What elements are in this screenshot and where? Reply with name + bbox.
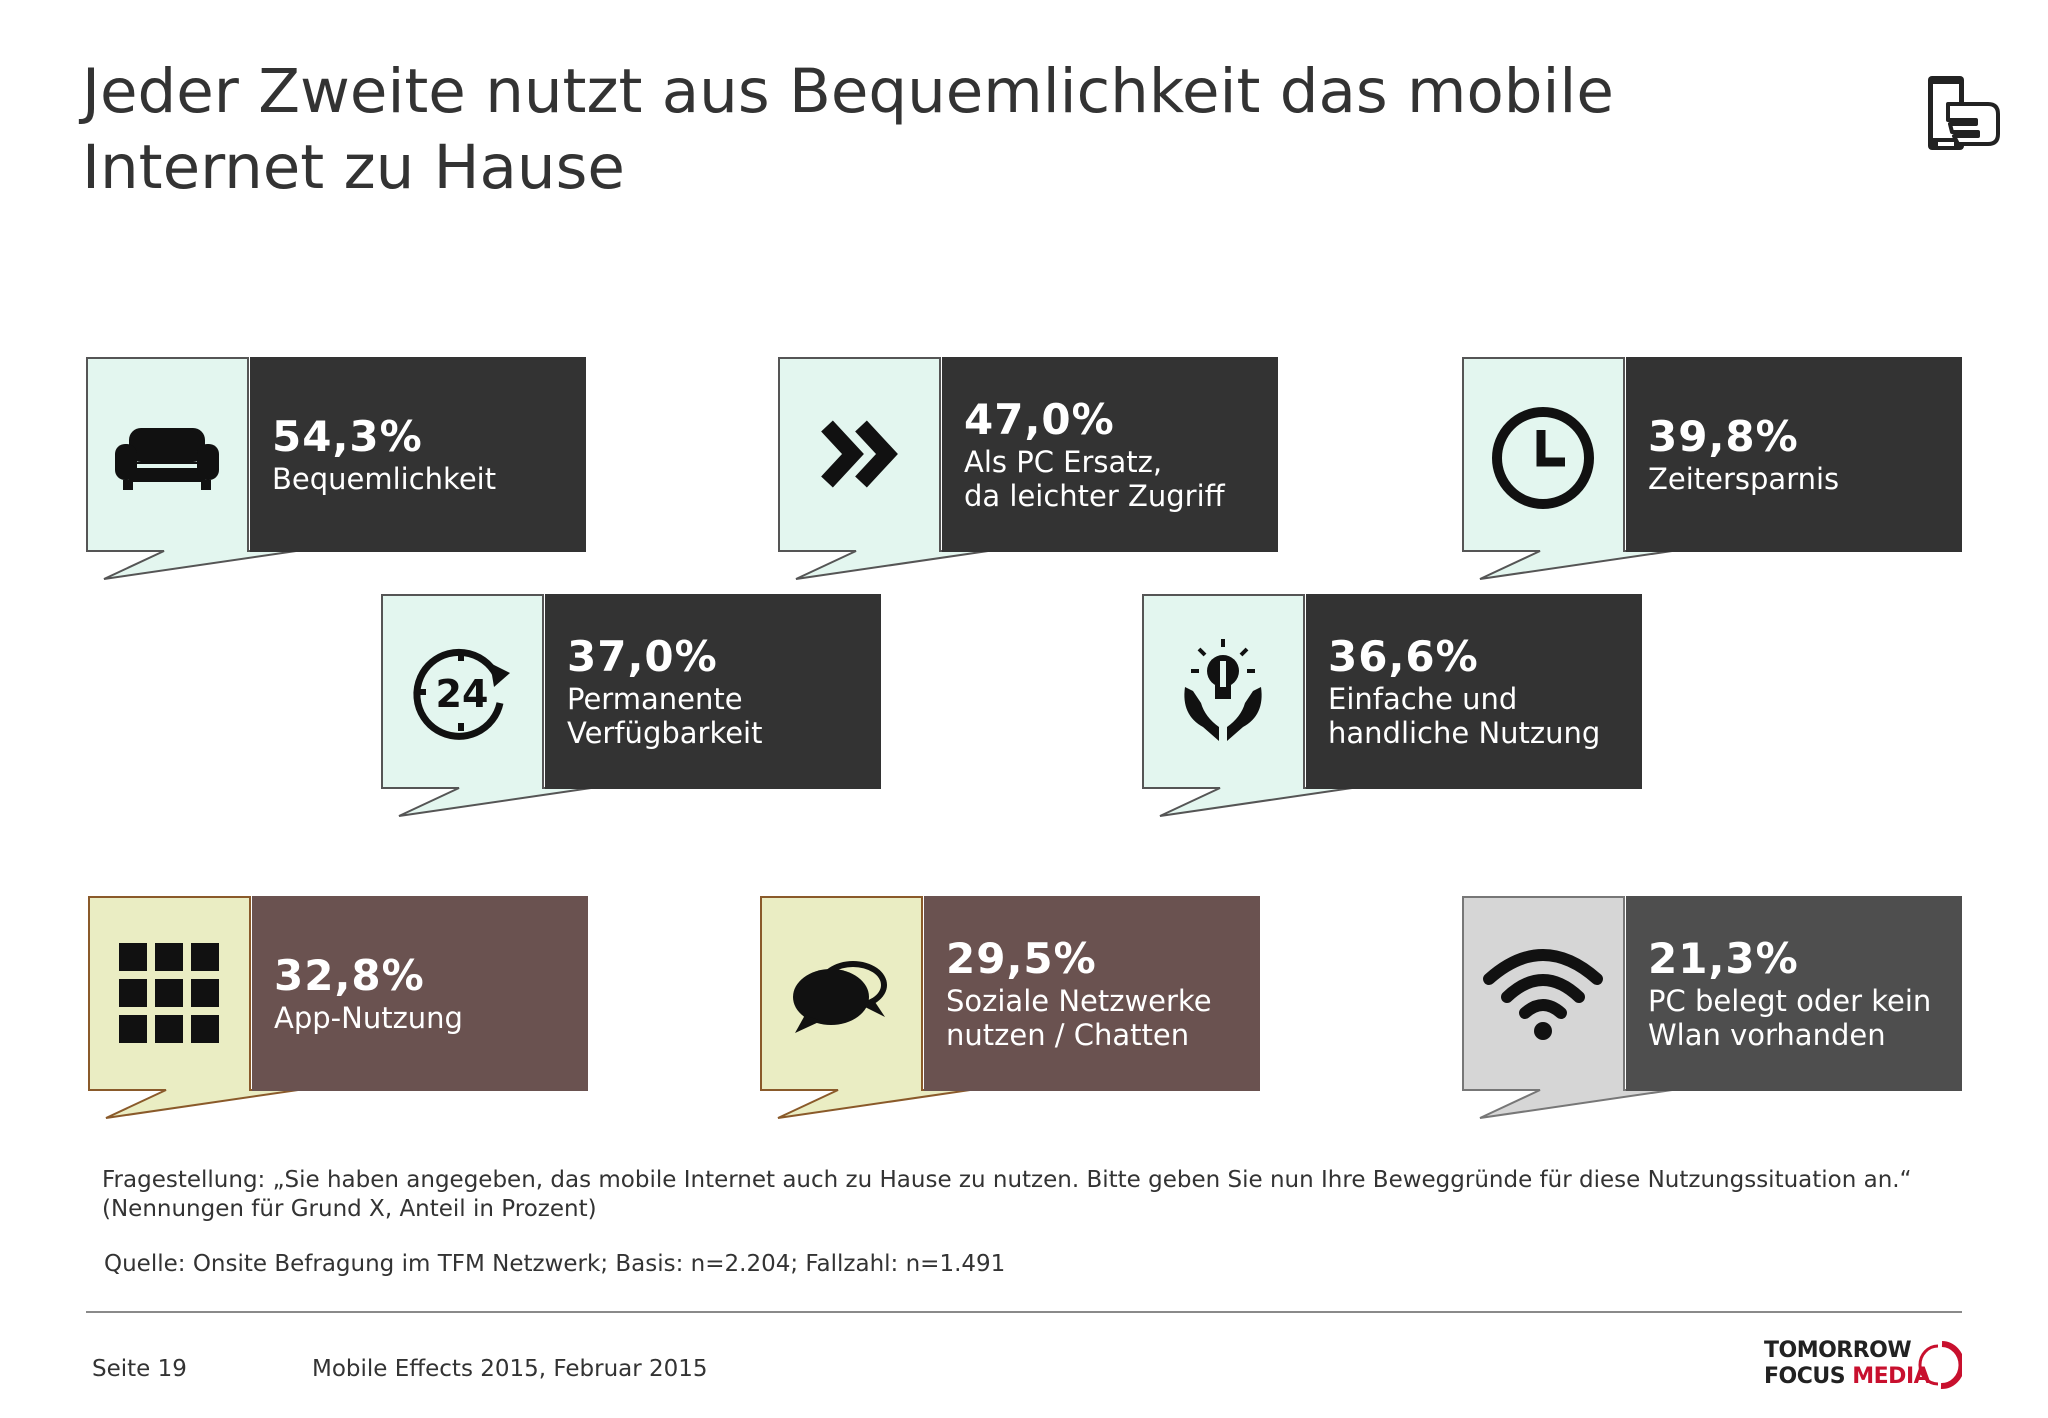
brand-media: MEDIA [1852, 1364, 1931, 1389]
phone-hand-icon [1928, 76, 2000, 150]
reason-percent: 21,3% [1648, 934, 1799, 983]
source-text: Quelle: Onsite Befragung im TFM Netzwerk… [104, 1251, 1006, 1277]
24-hours-icon: 24 [381, 594, 543, 788]
reason-card-time-saving: 39,8% Zeitersparnis [1462, 357, 1962, 597]
reason-label: App-Nutzung [274, 1001, 463, 1035]
reason-percent: 36,6% [1328, 632, 1479, 681]
brand-logo: TOMORROW FOCUS MEDIA [1764, 1338, 1964, 1394]
svg-text:24: 24 [436, 672, 489, 716]
reason-card-pc-replacement: 47,0% Als PC Ersatz, da leichter Zugriff [778, 357, 1278, 597]
reason-label: Permanente Verfügbarkeit [567, 682, 763, 750]
footer-divider [86, 1311, 1962, 1313]
reason-card-social-chat: 29,5% Soziale Netzwerke nutzen / Chatten [760, 896, 1260, 1136]
reason-percent: 37,0% [567, 632, 718, 681]
reason-label: Als PC Ersatz, da leichter Zugriff [964, 445, 1225, 513]
page-number: Seite 19 [92, 1356, 187, 1382]
reason-percent: 47,0% [964, 395, 1115, 444]
reason-percent: 32,8% [274, 951, 425, 1000]
brand-line-1: TOMORROW [1764, 1338, 1912, 1363]
double-chevron-right-icon [778, 357, 940, 551]
reason-card-availability: 24 37,0% Permanente Verfügbarkeit [381, 594, 881, 834]
wifi-icon [1462, 896, 1624, 1090]
reason-card-comfort: 54,3% Bequemlichkeit [86, 357, 586, 597]
brand-line-2: FOCUS MEDIA [1764, 1364, 1931, 1389]
reason-percent: 39,8% [1648, 412, 1799, 461]
app-grid-icon [88, 896, 250, 1090]
document-info: Mobile Effects 2015, Februar 2015 [312, 1356, 708, 1382]
question-text: Fragestellung: „Sie haben angegeben, das… [102, 1167, 1912, 1222]
page-title: Jeder Zweite nutzt aus Bequemlichkeit da… [82, 56, 1614, 203]
reason-card-no-pc-wlan: 21,3% PC belegt oder kein Wlan vorhanden [1462, 896, 1962, 1136]
lightbulb-hands-icon [1142, 594, 1304, 788]
sofa-icon [86, 357, 248, 551]
brand-focus: FOCUS [1764, 1364, 1846, 1389]
reason-label: PC belegt oder kein Wlan vorhanden [1648, 984, 1932, 1052]
reason-label: Bequemlichkeit [272, 462, 497, 496]
reason-label: Soziale Netzwerke nutzen / Chatten [946, 984, 1212, 1052]
brand-ring-icon [1918, 1341, 1962, 1390]
reason-label: Zeitersparnis [1648, 462, 1840, 496]
reason-card-easy-use: 36,6% Einfache und handliche Nutzung [1142, 594, 1642, 834]
reason-percent: 54,3% [272, 412, 423, 461]
reason-percent: 29,5% [946, 934, 1097, 983]
reason-card-app-usage: 32,8% App-Nutzung [88, 896, 588, 1136]
chat-bubbles-icon [760, 896, 922, 1090]
reason-label: Einfache und handliche Nutzung [1328, 682, 1601, 750]
clock-icon [1462, 357, 1624, 551]
